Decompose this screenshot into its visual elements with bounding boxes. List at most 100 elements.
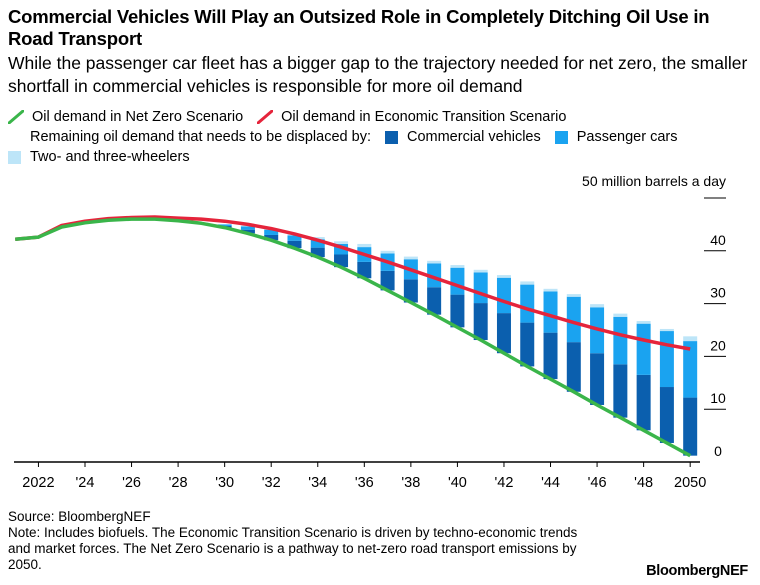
x-tick-label-2026: '26 (122, 475, 141, 491)
bar-passenger-2045 (566, 296, 581, 343)
bar-two-three-2037 (380, 250, 395, 254)
x-tick-label-2046: '46 (588, 475, 607, 491)
legend-commercial-label: Commercial vehicles (406, 129, 541, 145)
bar-passenger-2032 (264, 229, 279, 235)
bar-two-three-2044 (543, 288, 558, 292)
bar-two-three-2039 (427, 260, 442, 264)
bar-passenger-2040 (450, 267, 465, 295)
bar-commercial-2046 (590, 353, 605, 405)
line-economic-transition (15, 215, 691, 351)
bar-commercial-2033 (287, 240, 302, 249)
x-tick-label-2050: 2050 (674, 475, 706, 491)
green-check-line-icon (8, 110, 24, 124)
bar-commercial-2036 (357, 261, 372, 279)
x-tick-label-2024: '24 (76, 475, 95, 491)
bar-two-three-2049 (659, 328, 674, 332)
bar-passenger-2049 (659, 331, 674, 388)
bar-two-three-2034 (310, 237, 325, 240)
legend-item-ets: Oil demand in Economic Transition Scenar… (257, 107, 566, 127)
x-tick-label-2030: '30 (215, 475, 234, 491)
legend-row-bars: Remaining oil demand that needs to be di… (30, 127, 692, 147)
bar-passenger-2048 (636, 323, 651, 375)
x-tick-label-2040: '40 (448, 475, 467, 491)
bar-two-three-2047 (613, 313, 628, 317)
legend-row-wheelers: Two- and three-wheelers (8, 147, 204, 167)
y-tick-label-0: 0 (714, 443, 722, 459)
bar-passenger-2044 (543, 291, 558, 333)
bar-passenger-2039 (427, 263, 442, 288)
x-tick-label-2038: '38 (401, 475, 420, 491)
bar-two-three-2046 (590, 304, 605, 308)
bar-commercial-2038 (403, 279, 418, 303)
brand-logo: BloombergNEF (646, 563, 748, 579)
bar-two-three-2050 (683, 336, 698, 342)
bar-commercial-2037 (380, 270, 395, 291)
bar-two-three-2043 (520, 281, 535, 285)
chart-area: 0 10 20 30 40 50 million barrels a day 2022 '24… (14, 173, 726, 491)
bar-passenger-2034 (310, 239, 325, 248)
legend-item-passenger: Passenger cars (554, 127, 678, 147)
bar-commercial-2050 (683, 397, 698, 456)
x-tick-label-2022: 2022 (22, 475, 54, 491)
bar-two-three-2048 (636, 321, 651, 324)
bar-commercial-2048 (636, 374, 651, 431)
bar-passenger-2042 (496, 277, 511, 314)
commercial-swatch-icon (384, 130, 398, 144)
legend-remaining-label: Remaining oil demand that needs to be di… (30, 129, 371, 145)
x-tick-label-2048: '48 (634, 475, 653, 491)
bar-passenger-2050 (683, 341, 698, 398)
legend-passenger-label: Passenger cars (576, 129, 678, 145)
red-line-icon (257, 110, 274, 124)
bar-passenger-2031 (240, 226, 255, 230)
bar-two-three-2041 (473, 269, 488, 273)
source-text: Source: BloombergNEF (8, 509, 151, 524)
legend-item-commercial: Commercial vehicles (384, 127, 541, 147)
unit-label: 50 million barrels a day (582, 173, 726, 189)
passenger-swatch-icon (554, 130, 568, 144)
legend-two-three-label: Two- and three-wheelers (30, 149, 190, 165)
legend-item-two-three: Two- and three-wheelers (8, 147, 190, 167)
chart-subtitle: While the passenger car fleet has a bigg… (8, 53, 748, 96)
x-tick-label-2042: '42 (495, 475, 514, 491)
legend-row-lines: Oil demand in Net Zero Scenario Oil dema… (8, 107, 580, 127)
bar-commercial-2042 (496, 313, 511, 354)
bar-passenger-2030 (217, 224, 232, 226)
bar-commercial-2049 (659, 387, 674, 443)
bar-two-three-2036 (357, 243, 372, 248)
bar-commercial-2045 (566, 342, 581, 392)
bar-commercial-2032 (264, 234, 279, 241)
bar-passenger-2043 (520, 284, 535, 323)
note-text: Note: Includes biofuels. The Economic Tr… (8, 525, 578, 572)
bar-commercial-2040 (450, 294, 465, 328)
bar-commercial-2039 (427, 287, 442, 315)
chart-title: Commercial Vehicles Will Play an Outsize… (8, 6, 710, 49)
x-tick-label-2044: '44 (541, 475, 560, 491)
y-tick-label-20: 20 (710, 337, 726, 353)
footer-notes: Source: BloombergNEF Note: Includes biof… (8, 509, 598, 573)
bar-passenger-2035 (334, 243, 349, 255)
bar-passenger-2033 (287, 235, 302, 241)
y-tick-label-30: 30 (710, 285, 726, 301)
line-net-zero (15, 217, 692, 458)
x-tick-label-2034: '34 (308, 475, 327, 491)
y-tick-label-10: 10 (710, 390, 726, 406)
bar-two-three-2045 (566, 294, 581, 297)
x-tick-label-2032: '32 (262, 475, 281, 491)
bar-commercial-2044 (543, 332, 558, 380)
bar-passenger-2041 (473, 272, 488, 304)
legend-ets-label: Oil demand in Economic Transition Scenar… (281, 109, 567, 125)
legend-nzs-label: Oil demand in Net Zero Scenario (32, 109, 244, 125)
bar-two-three-2038 (403, 256, 418, 260)
bar-two-three-2040 (450, 265, 465, 268)
y-tick-label-40: 40 (710, 232, 726, 248)
bar-two-three-2035 (334, 241, 349, 244)
bar-commercial-2041 (473, 303, 488, 341)
bar-two-three-2042 (496, 275, 511, 278)
two-three-swatch-icon (8, 150, 21, 164)
bar-commercial-2043 (520, 322, 535, 367)
bar-commercial-2034 (310, 247, 325, 258)
x-tick-label-2036: '36 (355, 475, 374, 491)
bar-commercial-2047 (613, 364, 628, 418)
x-tick-label-2028: '28 (169, 475, 188, 491)
bar-passenger-2047 (613, 316, 628, 365)
